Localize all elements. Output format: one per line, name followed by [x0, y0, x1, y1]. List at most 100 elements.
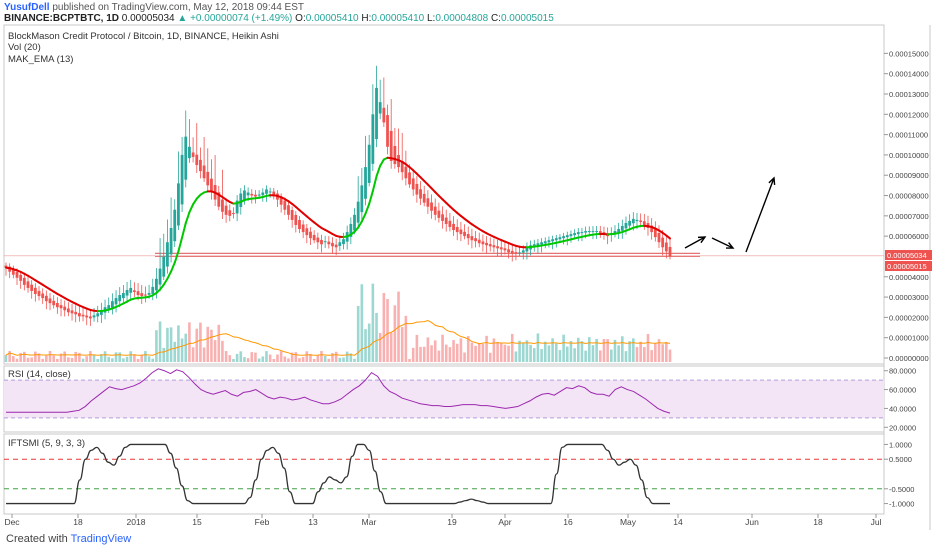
volume-bar [650, 350, 653, 362]
candle-body [257, 194, 261, 196]
volume-bar [569, 341, 573, 362]
candle-body [364, 167, 367, 199]
candle-body [118, 295, 122, 302]
volume-bar [147, 356, 151, 362]
candle-body [591, 231, 595, 233]
arrow-line [684, 236, 706, 249]
candle-body [404, 166, 408, 179]
candle-body [474, 238, 477, 242]
volume-bar [547, 345, 551, 362]
candle-body [334, 244, 338, 248]
volume-bar [338, 357, 342, 362]
candle-body [129, 287, 133, 293]
candle-body [283, 200, 287, 210]
price-axis-label: 0.00008000 [889, 192, 929, 201]
volume-bar [540, 349, 543, 362]
volume-bar [356, 305, 360, 362]
candle-series [4, 65, 672, 326]
price-change: ▲ +0.00000074 (+1.49%) [177, 13, 293, 24]
volume-bar [30, 357, 33, 362]
time-axis-label: 14 [673, 517, 683, 527]
time-axis-label: 16 [563, 517, 573, 527]
candle-body [110, 301, 114, 308]
volume-bar [41, 358, 44, 362]
volume-bar [74, 351, 78, 362]
volume-bar [283, 356, 287, 362]
price-axis-label: 0.00001000 [889, 334, 929, 343]
author-link[interactable]: YusufDell [4, 2, 50, 13]
candle-body [650, 225, 654, 233]
volume-bar [433, 340, 437, 362]
publish-info: YusufDell published on TradingView.com, … [4, 2, 304, 13]
volume-bar [654, 343, 657, 362]
pane-frame [3, 433, 885, 515]
last-price: 0.00005034 [121, 13, 175, 24]
candle-body [331, 242, 334, 247]
ema-segment [357, 220, 363, 229]
candle-body [554, 238, 558, 241]
rsi-axis-label: 80.0000 [889, 367, 916, 376]
candle-body [254, 194, 257, 197]
volume-bar [441, 334, 444, 362]
ema-segment [360, 212, 367, 223]
volume-bar [213, 340, 217, 362]
created-with-text: Created with [6, 533, 68, 545]
volume-bar [217, 324, 221, 362]
volume-bar [4, 355, 8, 362]
volume-bar [499, 343, 503, 362]
price-axis-label: 0.00015000 [889, 49, 929, 58]
volume-bar [59, 353, 63, 362]
candle-body [298, 219, 301, 230]
volume-bar [455, 343, 459, 362]
pane-frame [3, 24, 885, 365]
volume-bar [496, 341, 499, 362]
volume-bar [525, 340, 529, 362]
volume-bar [411, 347, 415, 362]
rsi-axis-label: 40.0000 [889, 404, 916, 413]
candle-body [635, 219, 639, 222]
volume-bar [327, 358, 331, 362]
rsi-title: RSI (14, close) [8, 369, 71, 380]
candle-body [477, 239, 481, 244]
quote-line: BINANCE:BCPTBTC, 1D 0.00005034 ▲ +0.0000… [4, 13, 554, 24]
candle-body [309, 231, 312, 239]
projection-arrows [684, 176, 776, 253]
volume-bar [353, 358, 356, 362]
volume-bar [206, 326, 210, 362]
volume-bar [228, 355, 232, 362]
candle-body [353, 214, 356, 231]
footer: Created with TradingView [6, 533, 131, 545]
candle-body [26, 281, 30, 288]
volume-bar [144, 351, 147, 362]
volume-bar [316, 355, 320, 362]
candle-body [598, 231, 602, 234]
candle-body [169, 228, 173, 255]
volume-bar [188, 322, 191, 362]
candle-body [459, 229, 463, 235]
candle-body [437, 210, 441, 218]
volume-bar [543, 341, 547, 362]
candle-body [99, 310, 103, 315]
volume-bar [140, 354, 144, 362]
candle-body [228, 210, 232, 216]
candle-body [510, 250, 514, 254]
tradingview-logo-text[interactable]: TradingView [70, 533, 132, 545]
ift-axis-label: 0.5000 [889, 455, 912, 464]
volume-bar [661, 344, 664, 362]
volume-bar [488, 352, 492, 362]
volume-bar [378, 333, 382, 362]
candle-body [195, 154, 199, 166]
candle-body [265, 189, 268, 194]
candle-body [66, 308, 70, 313]
candle-body [485, 242, 488, 246]
volume-bar [360, 284, 364, 362]
candle-body [411, 178, 415, 190]
arrow-head [697, 236, 707, 244]
candle-body [595, 231, 599, 233]
volume-bar [437, 350, 441, 362]
publish-text: published on TradingView.com, May 12, 20… [52, 2, 304, 13]
chart-canvas[interactable]: 0.00015000 0.00014000 0.00013000 0.00012000… [0, 0, 932, 530]
candle-body [547, 240, 551, 243]
volume-bar [349, 353, 353, 362]
volume-bar [345, 351, 349, 362]
